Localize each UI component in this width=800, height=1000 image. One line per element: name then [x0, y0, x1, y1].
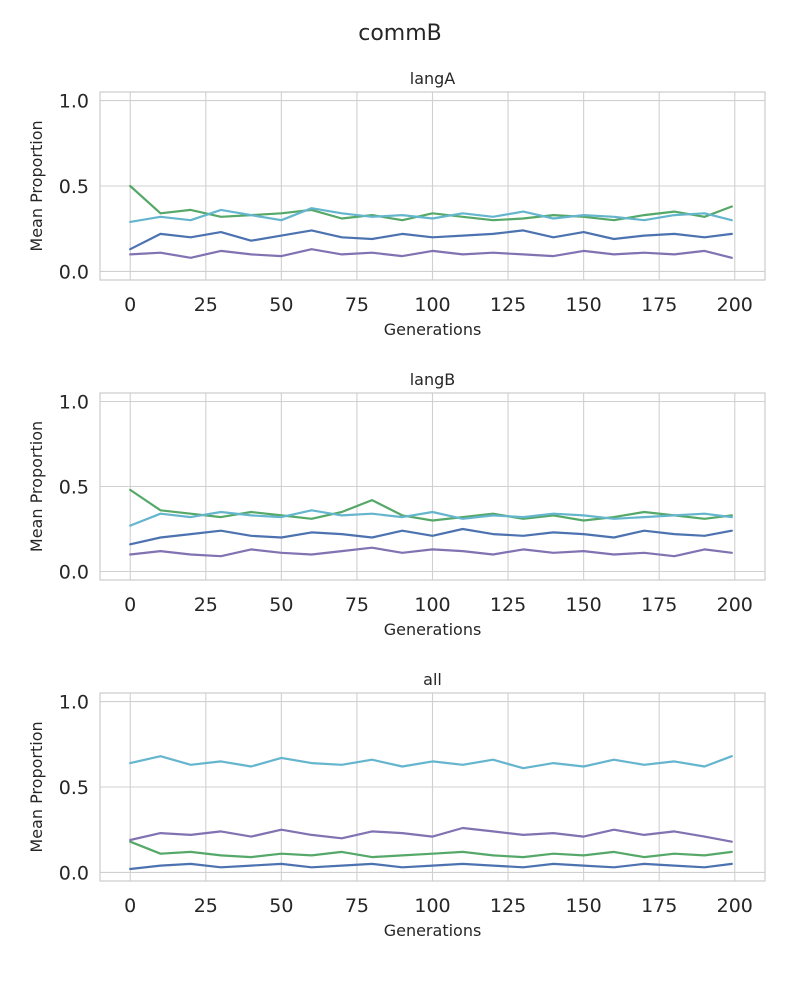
y-axis-label: Mean Proportion [27, 120, 46, 251]
figure-title: commB [358, 21, 442, 46]
y-tick-label: 0.0 [59, 562, 89, 584]
y-axis-label: Mean Proportion [27, 421, 46, 552]
x-tick-label: 0 [124, 594, 136, 616]
x-tick-label: 100 [414, 294, 450, 316]
subplot-3: 0 25 50 75 100 125 150 175 200 0.0 0.5 1.0 all Genera… [27, 670, 766, 940]
y-tick-label: 0.0 [59, 862, 89, 884]
y-tick-label: 0.5 [59, 777, 89, 799]
subplots: 0 25 50 75 100 125 150 175 200 0.0 0.5 1.0 langA Gene… [27, 69, 766, 940]
x-tick-label: 125 [490, 594, 526, 616]
y-tick-label: 1.0 [59, 692, 89, 714]
x-axis-label: Generations [384, 320, 482, 339]
series-line-3 [129, 207, 733, 223]
x-tick-label: 175 [641, 895, 677, 917]
series-line-4 [129, 248, 733, 259]
subplot-2: 0 25 50 75 100 125 150 175 200 0.0 0.5 1.0 langB Gene… [27, 370, 766, 639]
x-tick-label: 125 [490, 895, 526, 917]
series-line-3 [129, 755, 733, 770]
y-tick-label: 1.0 [59, 91, 89, 113]
series-line-2 [129, 840, 733, 859]
x-tick-label: 150 [566, 294, 602, 316]
series-line-2 [129, 488, 733, 522]
x-tick-label: 75 [345, 594, 369, 616]
x-tick-label: 175 [641, 594, 677, 616]
x-tick-label: 200 [717, 294, 753, 316]
x-tick-label: 50 [269, 594, 293, 616]
y-tick-label: 0.5 [59, 477, 89, 499]
plot-frame [99, 91, 766, 281]
subplot-title: langB [410, 370, 456, 389]
x-tick-label: 175 [641, 294, 677, 316]
x-tick-label: 200 [717, 594, 753, 616]
x-tick-label: 0 [124, 895, 136, 917]
x-tick-label: 100 [414, 594, 450, 616]
x-tick-label: 200 [717, 895, 753, 917]
series-line-4 [129, 546, 733, 558]
x-tick-label: 75 [345, 294, 369, 316]
subplot-1: 0 25 50 75 100 125 150 175 200 0.0 0.5 1.0 langA Gene… [27, 69, 766, 339]
series-line-2 [129, 184, 733, 222]
x-tick-label: 50 [269, 294, 293, 316]
y-tick-label: 1.0 [59, 392, 89, 414]
series-line-3 [129, 509, 733, 527]
x-tick-label: 100 [414, 895, 450, 917]
x-axis-label: Generations [384, 620, 482, 639]
x-tick-label: 25 [194, 294, 218, 316]
x-tick-label: 150 [566, 594, 602, 616]
y-tick-label: 0.5 [59, 176, 89, 198]
y-axis-label: Mean Proportion [27, 721, 46, 852]
series-line-4 [129, 826, 733, 843]
series-line-1 [129, 527, 733, 546]
subplot-title: all [423, 670, 442, 689]
series-line-1 [129, 229, 733, 251]
x-axis-label: Generations [384, 921, 482, 940]
plot-frame [99, 692, 766, 882]
x-tick-label: 50 [269, 895, 293, 917]
series-line-1 [129, 862, 733, 871]
y-tick-label: 0.0 [59, 261, 89, 283]
x-tick-label: 125 [490, 294, 526, 316]
x-tick-label: 0 [124, 294, 136, 316]
x-tick-label: 25 [194, 895, 218, 917]
x-tick-label: 150 [566, 895, 602, 917]
plot-frame [99, 392, 766, 581]
x-tick-label: 25 [194, 594, 218, 616]
subplot-title: langA [410, 69, 456, 88]
x-tick-label: 75 [345, 895, 369, 917]
